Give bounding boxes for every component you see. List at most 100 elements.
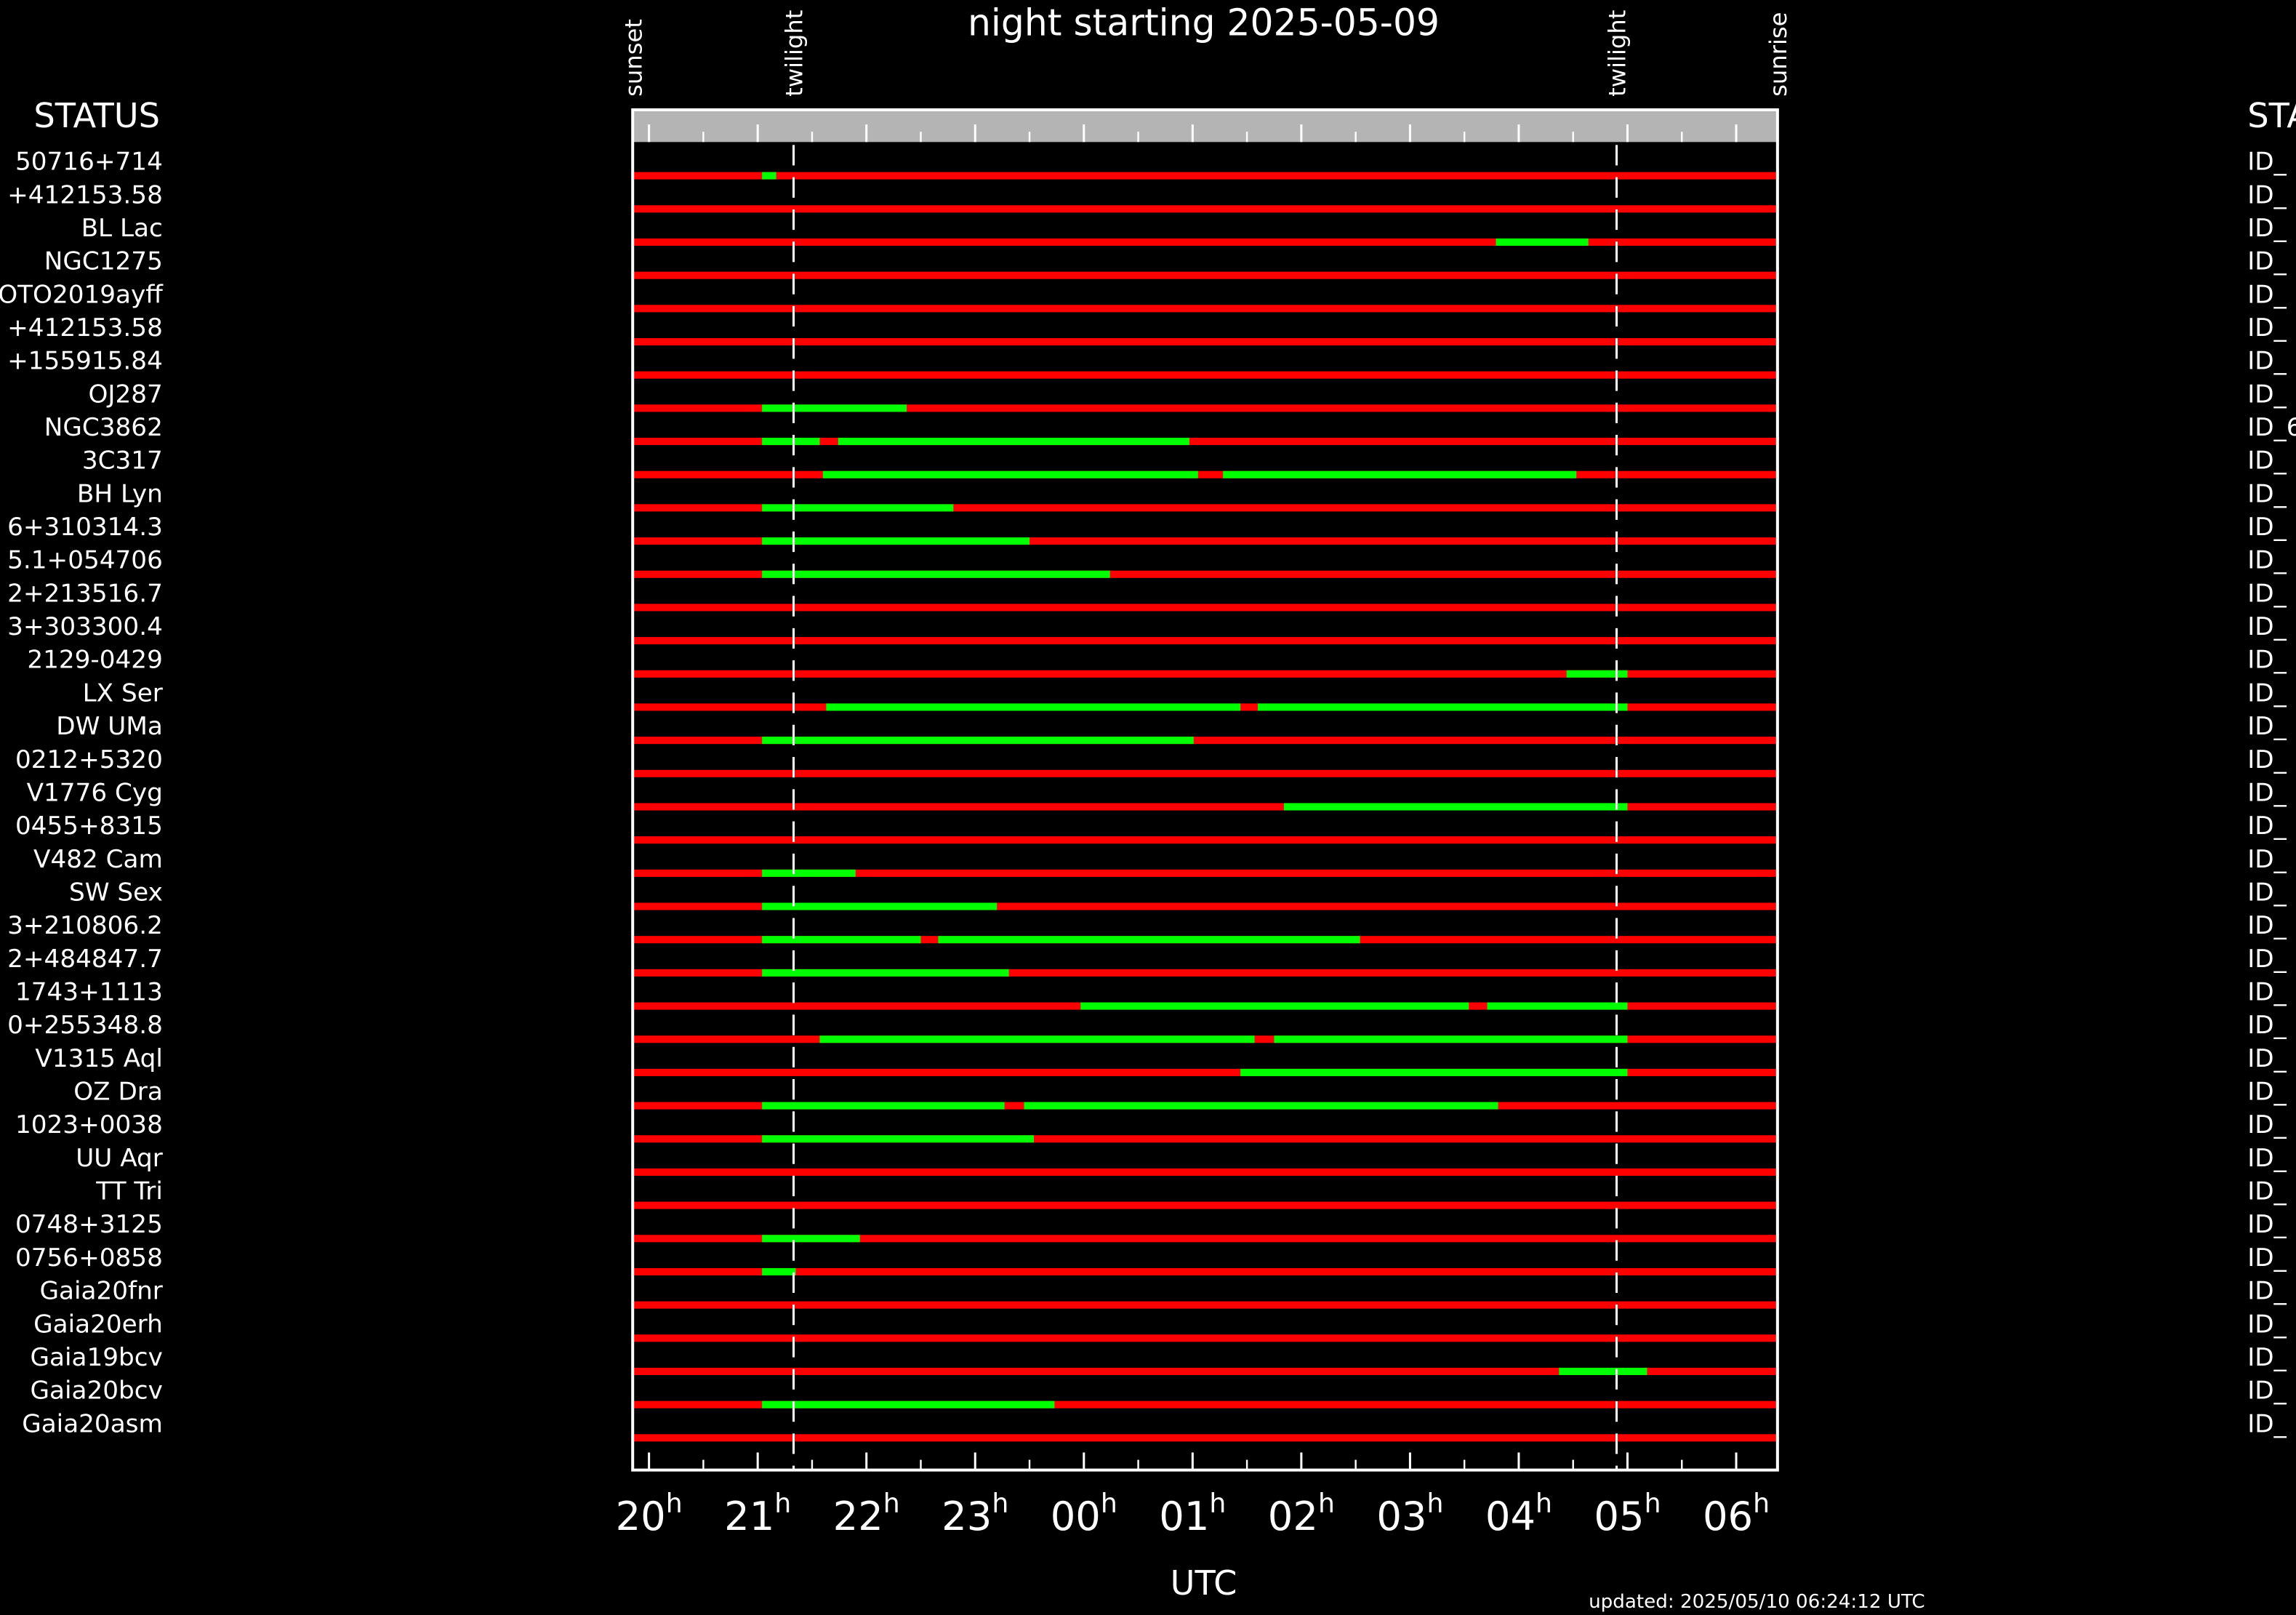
chart-title: night starting 2025-05-09 xyxy=(968,1,1440,44)
observable-segment xyxy=(1559,1367,1647,1376)
target-label: +412153.58 xyxy=(7,180,163,209)
target-id: ID_ xyxy=(2247,745,2287,774)
target-id: ID_ xyxy=(2247,978,2287,1007)
unobservable-bar xyxy=(633,337,1778,346)
target-label: Gaia19bcv xyxy=(31,1343,163,1372)
target-id: ID_ xyxy=(2247,1409,2287,1438)
x-tick-label: 03h xyxy=(1376,1488,1443,1539)
target-label: 5.1+054706 xyxy=(7,546,163,575)
target-label: 2+484847.7 xyxy=(7,945,163,974)
observable-segment xyxy=(838,438,1189,446)
observable-segment xyxy=(762,936,921,944)
x-tick-label: 21h xyxy=(724,1488,791,1539)
event-label: sunrise xyxy=(1765,12,1792,97)
target-label: NGC1275 xyxy=(44,247,163,276)
unobservable-bar xyxy=(633,470,1778,478)
unobservable-bar xyxy=(633,1434,1778,1442)
unobservable-bar xyxy=(633,205,1778,213)
x-tick-label: 04h xyxy=(1485,1488,1552,1539)
header-bar xyxy=(633,110,1778,143)
observable-segment xyxy=(762,438,820,446)
unobservable-bar xyxy=(633,737,1778,745)
target-label: Gaia20bcv xyxy=(31,1376,163,1406)
target-id: ID_ xyxy=(2247,479,2287,508)
target-id: ID_ xyxy=(2247,180,2287,209)
observable-segment xyxy=(762,902,998,910)
x-tick-number: 04 xyxy=(1485,1494,1536,1539)
unobservable-bar xyxy=(633,670,1778,678)
target-id: ID_ xyxy=(2247,446,2287,476)
x-tick-number: 02 xyxy=(1268,1494,1318,1539)
observable-segment xyxy=(762,537,1030,545)
target-id: ID_ xyxy=(2247,579,2287,608)
unobservable-bar xyxy=(633,1201,1778,1209)
x-tick-number: 05 xyxy=(1594,1494,1644,1539)
target-label: V1315 Aql xyxy=(35,1044,162,1073)
event-label: twilight xyxy=(1604,10,1631,97)
target-label: 2129-0429 xyxy=(27,646,163,675)
target-id: ID_ xyxy=(2247,347,2287,376)
target-label: 3C317 xyxy=(82,446,163,476)
x-tick-number: 00 xyxy=(1051,1494,1101,1539)
x-tick-number: 21 xyxy=(724,1494,774,1539)
unobservable-bar xyxy=(633,869,1778,877)
target-label: OZ Dra xyxy=(73,1078,163,1107)
target-id: ID_ xyxy=(2247,778,2287,807)
target-label: 2+213516.7 xyxy=(7,579,163,608)
target-label: DW UMa xyxy=(56,712,163,741)
target-label: 6+310314.3 xyxy=(7,513,163,542)
target-id: ID_ xyxy=(2247,546,2287,575)
target-id: ID_ xyxy=(2247,247,2287,276)
x-tick-number: 06 xyxy=(1703,1494,1753,1539)
x-tick-number: 23 xyxy=(942,1494,992,1539)
x-tick-label: 05h xyxy=(1594,1488,1661,1539)
target-label: BH Lyn xyxy=(77,479,163,508)
target-label: +155915.84 xyxy=(7,347,163,376)
target-label: OTO2019ayff xyxy=(0,280,164,309)
unobservable-bar xyxy=(633,969,1778,977)
target-label: V482 Cam xyxy=(33,845,163,874)
target-label: +412153.58 xyxy=(7,313,163,342)
x-tick-label: 22h xyxy=(833,1488,900,1539)
target-id: ID_ xyxy=(2247,1044,2287,1073)
target-id: ID_ xyxy=(2247,280,2287,309)
observable-segment xyxy=(762,172,776,180)
unobservable-bar xyxy=(633,1168,1778,1176)
x-axis-label: UTC xyxy=(1171,1563,1237,1603)
unobservable-bar xyxy=(633,238,1778,247)
observable-segment xyxy=(819,1035,1255,1043)
unobservable-bar xyxy=(633,637,1778,645)
x-tick-number: 22 xyxy=(833,1494,883,1539)
observable-segment xyxy=(1274,1035,1628,1043)
observable-segment xyxy=(1283,803,1628,811)
observable-segment xyxy=(762,1400,1055,1408)
target-label: 3+210806.2 xyxy=(7,911,163,940)
x-tick-label: 23h xyxy=(942,1488,1008,1539)
x-tick-unit: h xyxy=(666,1488,683,1519)
target-label: BL Lac xyxy=(81,214,163,243)
x-tick-number: 01 xyxy=(1159,1494,1209,1539)
unobservable-bar xyxy=(633,1334,1778,1342)
unobservable-bar xyxy=(633,902,1778,910)
target-label: Gaia20fnr xyxy=(40,1277,164,1306)
target-label: 0748+3125 xyxy=(15,1210,163,1239)
target-id: ID_ xyxy=(2247,1110,2287,1139)
x-tick-label: 01h xyxy=(1159,1488,1226,1539)
target-label: Gaia20erh xyxy=(33,1310,163,1339)
target-id: ID_ xyxy=(2247,214,2287,243)
target-id: ID_ xyxy=(2247,1177,2287,1206)
unobservable-bar xyxy=(633,504,1778,512)
event-label: twilight xyxy=(781,10,808,97)
unobservable-bar xyxy=(633,769,1778,777)
observable-segment xyxy=(762,404,907,412)
observable-segment xyxy=(762,869,856,877)
observable-segment xyxy=(1496,238,1589,247)
unobservable-bar xyxy=(633,172,1778,180)
target-label: TT Tri xyxy=(95,1177,163,1206)
target-id: ID_ xyxy=(2247,612,2287,641)
x-tick-unit: h xyxy=(1427,1488,1444,1519)
target-id: ID_ xyxy=(2247,1078,2287,1107)
x-tick-number: 20 xyxy=(616,1494,666,1539)
